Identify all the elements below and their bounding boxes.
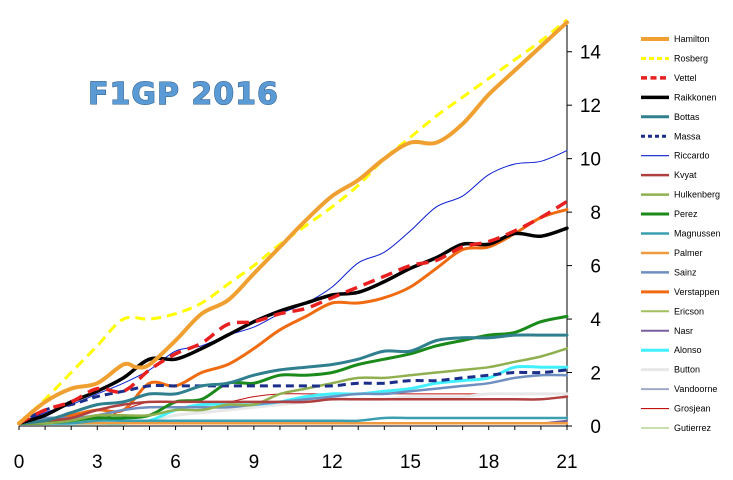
y-tick-label: 14: [580, 43, 602, 64]
legend-label-rosberg: Rosberg: [674, 53, 708, 63]
series-line-hulkenberg: [17, 347, 569, 425]
x-tick-label: 12: [322, 452, 343, 473]
legend-label-bottas: Bottas: [674, 112, 700, 122]
x-tick-label: 0: [14, 452, 25, 473]
series-line-sainz: [17, 373, 569, 425]
x-tick-label: 21: [556, 452, 577, 473]
series-line-massa: [18, 368, 568, 425]
legend-label-kvyat: Kvyat: [674, 170, 697, 180]
y-tick-label: 6: [590, 257, 601, 278]
legend-label-hulkenberg: Hulkenberg: [674, 190, 720, 200]
x-axis-ticks: 0 3 6 9 12 15 18 21: [14, 426, 578, 473]
series-line-magnussen: [17, 416, 569, 425]
legend-label-magnussen: Magnussen: [674, 229, 721, 239]
legend-label-sainz: Sainz: [674, 267, 697, 277]
legend-label-gutierrez: Gutierrez: [674, 423, 712, 433]
legend-label-button: Button: [674, 365, 700, 375]
y-tick-label: 10: [580, 150, 601, 171]
x-tick-label: 3: [92, 452, 103, 473]
legend-label-palmer: Palmer: [674, 248, 703, 258]
y-tick-label: 12: [580, 96, 601, 117]
legend-label-raikkonen: Raikkonen: [674, 92, 717, 102]
legend-label-ericson: Ericson: [674, 306, 704, 316]
legend-label-alonso: Alonso: [674, 345, 702, 355]
series-line-hamilton: [17, 20, 569, 426]
y-axis-ticks: 0 2 4 6 8 10 12 14: [567, 43, 601, 438]
chart-title: F1GP 2016: [88, 77, 279, 112]
x-tick-label: 18: [478, 452, 499, 473]
x-tick-label: 15: [400, 452, 421, 473]
y-tick-label: 4: [590, 310, 601, 331]
legend-label-verstappen: Verstappen: [674, 287, 720, 297]
series-line-kvyat: [17, 395, 569, 425]
y-tick-label: 8: [590, 203, 601, 224]
legend-label-nasr: Nasr: [674, 326, 693, 336]
legend-label-riccardo: Riccardo: [674, 151, 710, 161]
legend-label-perez: Perez: [674, 209, 698, 219]
series-line-vettel: [18, 199, 568, 425]
legend-label-grosjean: Grosjean: [674, 404, 711, 414]
y-tick-label: 0: [590, 417, 601, 438]
x-tick-label: 9: [249, 452, 260, 473]
legend: Hamilton Rosberg Vettel Raikkonen Bottas Mass…: [641, 34, 721, 433]
plot-frame: [19, 25, 568, 427]
x-tick-label: 6: [170, 452, 181, 473]
series-line-bottas: [17, 333, 569, 425]
legend-label-vettel: Vettel: [674, 73, 697, 83]
series-layer: [17, 18, 569, 426]
legend-label-hamilton: Hamilton: [674, 34, 710, 44]
y-tick-label: 2: [590, 364, 601, 385]
legend-label-massa: Massa: [674, 131, 701, 141]
legend-label-vandoorne: Vandoorne: [674, 384, 717, 394]
series-line-verstappen: [17, 208, 569, 425]
